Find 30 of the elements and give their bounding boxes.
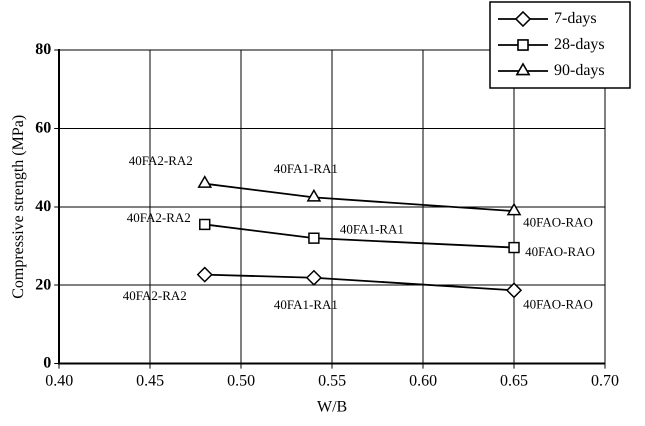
point bbox=[199, 218, 210, 230]
x-tick-label: 0.45 bbox=[136, 372, 164, 390]
annotation: 40FA1-RA1 bbox=[340, 222, 404, 237]
annotation: 40FAO-RAO bbox=[523, 296, 593, 312]
point bbox=[508, 242, 520, 254]
y-tick-label: 80 bbox=[35, 41, 52, 58]
point bbox=[507, 203, 521, 216]
point bbox=[308, 232, 320, 244]
point bbox=[306, 270, 322, 286]
y-tick-label: 60 bbox=[35, 120, 52, 137]
x-axis-title: W/B bbox=[316, 398, 348, 416]
point bbox=[307, 190, 321, 202]
y-tick-label: 20 bbox=[35, 276, 52, 294]
y-tick-label: 40 bbox=[35, 198, 52, 215]
legend-label: 90-days bbox=[554, 62, 605, 80]
legend-label: 28-days bbox=[554, 36, 605, 54]
x-tick-label: 0.60 bbox=[409, 372, 438, 390]
legend-label: 7-days bbox=[554, 10, 597, 28]
x-tick-label: 0.55 bbox=[318, 372, 346, 390]
point bbox=[506, 282, 522, 298]
x-tick-label: 0.70 bbox=[591, 372, 619, 390]
x-tick-label: 0.40 bbox=[45, 372, 74, 390]
y-tick-label: 0 bbox=[43, 354, 52, 372]
x-tick-label: 0.50 bbox=[227, 372, 256, 390]
annotation: 40FAO-RAO bbox=[523, 214, 593, 230]
annotation: 40FAO-RAO bbox=[525, 244, 595, 259]
x-tick-label: 0.65 bbox=[500, 372, 528, 390]
point bbox=[198, 176, 212, 188]
y-axis-title: Compressive strength (MPa) bbox=[10, 114, 27, 299]
point bbox=[196, 266, 212, 282]
